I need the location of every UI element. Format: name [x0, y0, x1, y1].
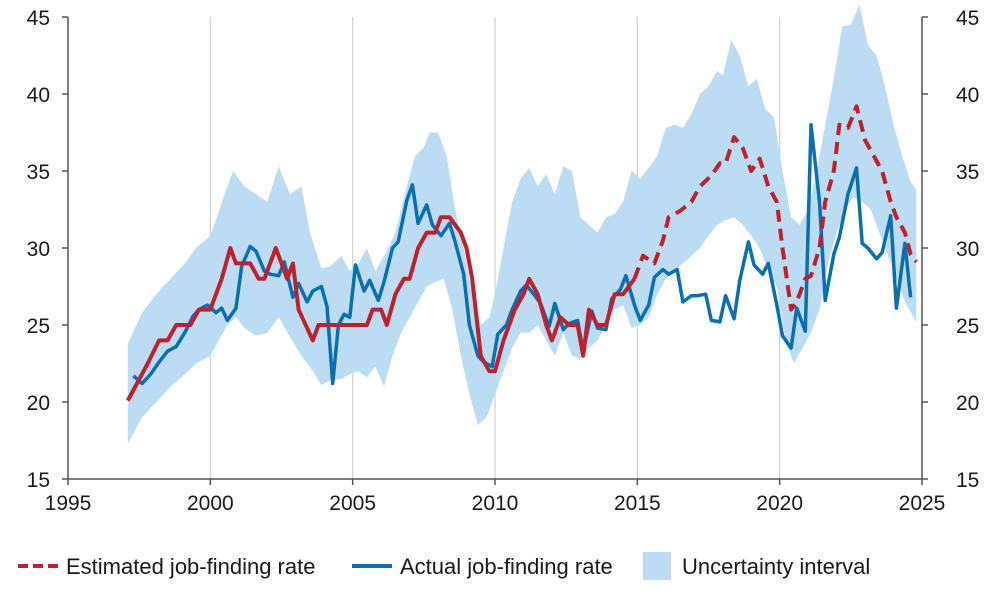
x-tick-label-2010: 2010: [472, 492, 519, 515]
y-tick-label-right-40: 40: [956, 84, 979, 107]
y-tick-label-right-15: 15: [956, 469, 979, 492]
actual-series-line: [132, 123, 913, 386]
x-tick-label-2025: 2025: [899, 492, 946, 515]
y-tick-label-left-15: 15: [27, 469, 50, 492]
legend-label-actual: Actual job-finding rate: [400, 554, 613, 579]
y-tick-label-right-35: 35: [956, 161, 979, 184]
x-tick-label-2015: 2015: [614, 492, 661, 515]
axes: [62, 16, 928, 485]
y-tick-label-left-35: 35: [27, 161, 50, 184]
y-tick-label-left-40: 40: [27, 84, 50, 107]
legend: Estimated job-finding rate Actual job-fi…: [18, 552, 870, 580]
y-tick-label-left-30: 30: [27, 238, 50, 261]
y-tick-label-right-25: 25: [956, 315, 979, 338]
y-tick-label-right-20: 20: [956, 392, 979, 415]
x-tick-label-2020: 2020: [756, 492, 803, 515]
x-tick-label-1995: 1995: [45, 492, 92, 515]
uncertainty-band: [127, 4, 917, 444]
y-tick-label-right-30: 30: [956, 238, 979, 261]
x-tick-label-2000: 2000: [187, 492, 234, 515]
tick-labels: 1995 2000 2005 2010 2015 2020 2025152025303540…: [27, 7, 980, 515]
legend-label-estimated: Estimated job-finding rate: [66, 554, 315, 579]
legend-label-band: Uncertainty interval: [682, 554, 870, 579]
y-tick-label-left-25: 25: [27, 315, 50, 338]
y-tick-label-left-45: 45: [27, 7, 50, 30]
y-tick-label-left-20: 20: [27, 392, 50, 415]
y-tick-label-right-45: 45: [956, 7, 979, 30]
x-tick-label-2005: 2005: [329, 492, 376, 515]
estimated-series-line-dashed: [632, 104, 918, 312]
legend-swatch-band: [643, 552, 671, 580]
estimated-series-line-solid: [126, 215, 637, 402]
